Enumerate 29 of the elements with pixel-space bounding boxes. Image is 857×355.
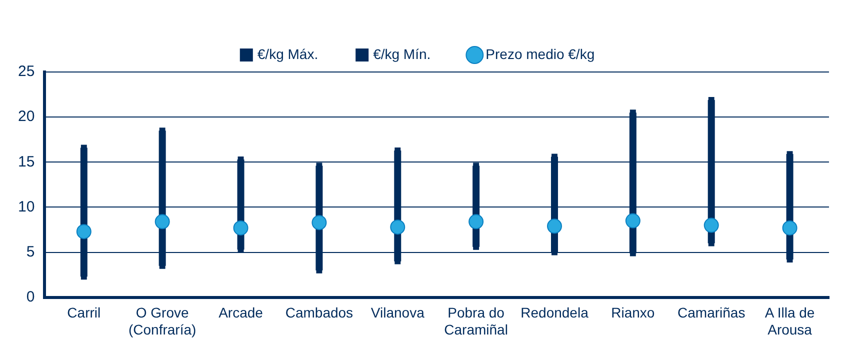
legend-label: Prezo medio €/kg bbox=[486, 46, 595, 62]
x-tick-label: Pobra do Caramiñal bbox=[444, 304, 508, 338]
point bbox=[233, 220, 248, 236]
point bbox=[704, 218, 719, 233]
x-tick-label: Camariñas bbox=[678, 304, 746, 321]
x-tick-label: O Grove (Confraría) bbox=[128, 304, 196, 338]
x-tick-label: Arcade bbox=[218, 304, 264, 321]
x-tick-label: Rianxo bbox=[611, 304, 655, 321]
point bbox=[546, 218, 562, 234]
x-tick-label: Cambados bbox=[285, 304, 354, 321]
legend-label: €/kg Mín. bbox=[373, 46, 431, 62]
point bbox=[625, 213, 640, 228]
point bbox=[390, 220, 406, 235]
x-tick-label: Vilanova bbox=[370, 304, 425, 321]
point bbox=[76, 224, 92, 240]
point bbox=[468, 214, 484, 230]
y-tick-label: 10 bbox=[18, 198, 35, 216]
y-tick-label: 15 bbox=[18, 153, 35, 170]
y-tick-label: 0 bbox=[26, 288, 35, 306]
x-tick-label: A Illa de Arousa bbox=[764, 304, 815, 338]
point bbox=[312, 215, 327, 230]
x-tick-label: Redondela bbox=[520, 304, 589, 321]
y-tick-label: 25 bbox=[18, 63, 35, 80]
legend-label: €/kg Máx. bbox=[257, 46, 318, 62]
y-tick-label: 20 bbox=[18, 108, 35, 126]
x-tick-label: Carril bbox=[67, 304, 101, 321]
point bbox=[154, 214, 170, 230]
y-tick-label: 5 bbox=[26, 243, 35, 260]
point bbox=[782, 220, 798, 236]
